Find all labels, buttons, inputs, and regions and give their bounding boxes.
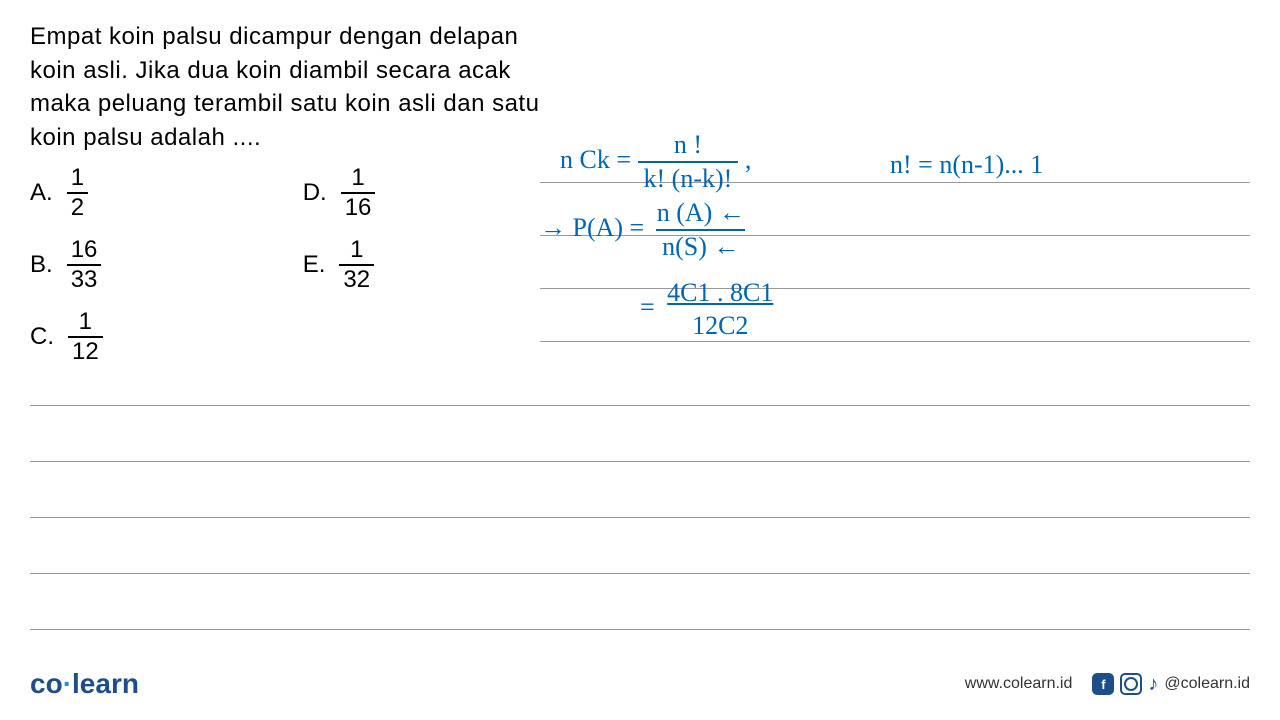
option-label: D. [303, 179, 327, 207]
option-label: A. [30, 179, 53, 207]
option-fraction: 16 33 [67, 238, 102, 292]
option-label: B. [30, 251, 53, 279]
website-link[interactable]: www.colearn.id [965, 675, 1073, 693]
handwriting-fraction: n ! k! (n-k)! [638, 132, 739, 192]
question-text: Empat koin palsu dicampur dengan delapan… [30, 20, 550, 154]
option-a: A. 1 2 [30, 166, 103, 220]
option-fraction: 1 2 [67, 166, 88, 220]
logo-dot: · [63, 668, 72, 699]
handwriting-calc: = 4C1 . 8C1 12C2 [640, 280, 779, 339]
footer: co·learn www.colearn.id f ♪ @colearn.id [30, 668, 1250, 700]
handwriting-fraction: 4C1 . 8C1 12C2 [661, 280, 779, 339]
option-fraction: 1 16 [341, 166, 376, 220]
social-icons: f ♪ @colearn.id [1092, 673, 1250, 696]
handwriting-combination: n Ck = n ! k! (n-k)! , [560, 132, 751, 192]
option-label: E. [303, 251, 326, 279]
tiktok-icon[interactable]: ♪ [1148, 673, 1158, 696]
footer-right: www.colearn.id f ♪ @colearn.id [965, 673, 1250, 696]
options-col-1: A. 1 2 B. 16 33 C. 1 12 [30, 166, 103, 364]
handwriting-probability: → P(A) = n (A) ← n(S) ← [540, 200, 751, 260]
option-b: B. 16 33 [30, 238, 103, 292]
logo: co·learn [30, 668, 139, 700]
ruled-lines-lower [30, 350, 1250, 630]
facebook-icon[interactable]: f [1092, 673, 1114, 695]
handwriting-fraction: n (A) ← n(S) ← [651, 200, 751, 260]
options-col-2: D. 1 16 E. 1 32 [303, 166, 376, 364]
instagram-icon[interactable] [1120, 673, 1142, 695]
option-label: C. [30, 323, 54, 351]
option-e: E. 1 32 [303, 238, 376, 292]
option-d: D. 1 16 [303, 166, 376, 220]
option-fraction: 1 32 [339, 238, 374, 292]
handwriting-factorial: n! = n(n-1)... 1 [890, 150, 1043, 180]
social-handle: @colearn.id [1164, 675, 1250, 693]
